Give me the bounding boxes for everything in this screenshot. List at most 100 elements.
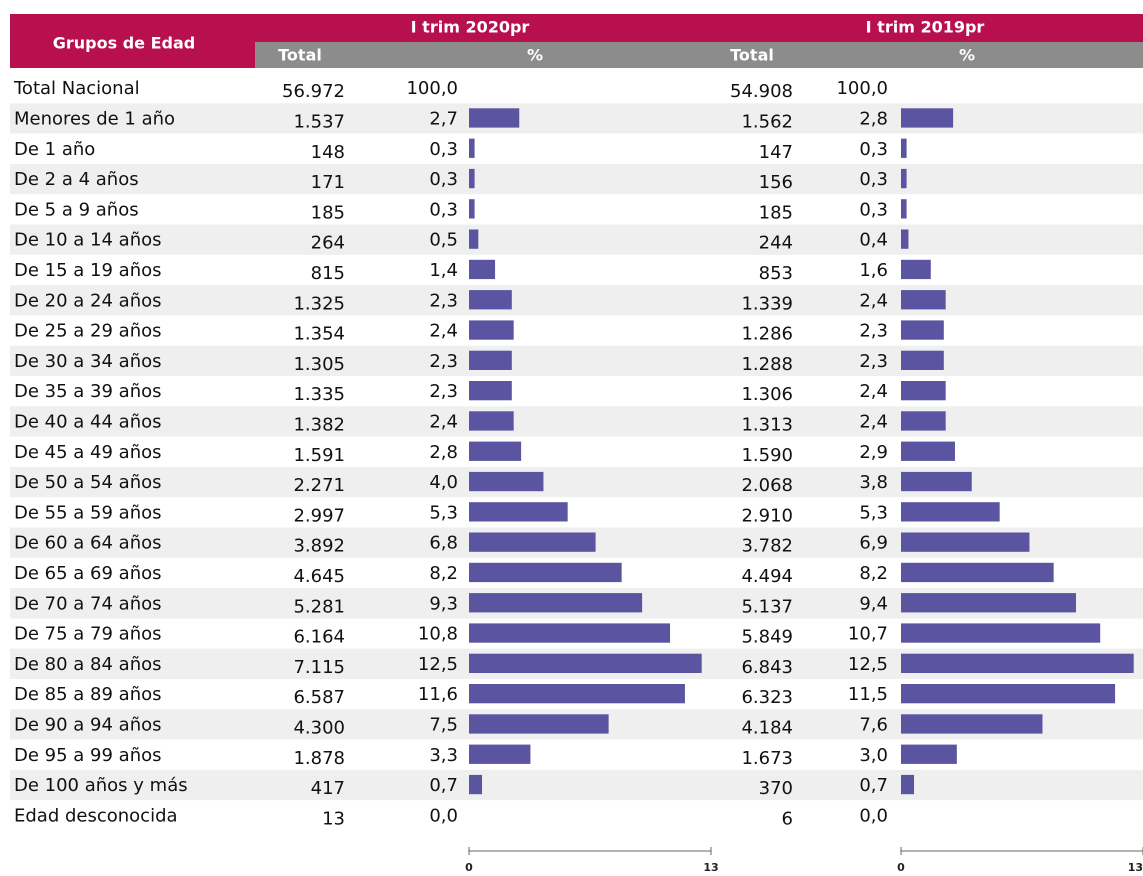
group-label: De 100 años y más	[14, 775, 188, 796]
total-cell: 6.323	[741, 687, 793, 708]
bar-axis-label: 13	[1128, 861, 1143, 874]
subheader-band	[255, 42, 1143, 68]
total-cell: 185	[759, 202, 793, 223]
bar	[901, 381, 946, 401]
group-label: De 55 a 59 años	[14, 502, 162, 523]
bar	[901, 532, 1030, 552]
bar	[901, 653, 1134, 673]
row-stripe	[10, 466, 1143, 498]
pct-cell: 3,0	[859, 745, 888, 766]
bar	[469, 199, 475, 219]
total-cell: 6.843	[741, 657, 793, 678]
group-label: De 30 a 34 años	[14, 351, 162, 372]
total-cell: 6.164	[293, 627, 345, 648]
group-label: Edad desconocida	[14, 805, 178, 826]
total-cell: 1.591	[293, 445, 345, 466]
pct-cell: 10,7	[848, 624, 888, 645]
group-label: De 80 a 84 años	[14, 654, 162, 675]
period-header: I trim 2020pr	[411, 18, 530, 37]
total-cell: 1.537	[293, 111, 345, 132]
row-stripe	[10, 769, 1143, 801]
group-label: De 1 año	[14, 139, 95, 160]
bar	[469, 653, 702, 673]
total-cell: 2.271	[293, 475, 345, 496]
bar	[469, 532, 596, 552]
total-cell: 54.908	[730, 81, 793, 102]
total-cell: 5.849	[741, 627, 793, 648]
group-label: De 20 a 24 años	[14, 290, 162, 311]
total-header: Total	[278, 46, 322, 65]
pct-cell: 3,3	[429, 745, 458, 766]
total-cell: 171	[311, 172, 345, 193]
group-label: De 10 a 14 años	[14, 230, 162, 251]
total-cell: 1.562	[741, 111, 793, 132]
row-stripe	[10, 345, 1143, 376]
pct-cell: 12,5	[848, 654, 888, 675]
pct-cell: 0,7	[429, 775, 458, 796]
pct-cell: 2,4	[429, 411, 458, 432]
group-label: De 65 a 69 años	[14, 563, 162, 584]
pct-cell: 100,0	[406, 78, 458, 99]
total-cell: 7.115	[293, 657, 345, 678]
pct-cell: 0,0	[429, 805, 458, 826]
pct-cell: 2,3	[429, 381, 458, 402]
pct-cell: 100,0	[836, 78, 888, 99]
pct-cell: 2,9	[859, 442, 888, 463]
bar	[901, 623, 1101, 643]
bar	[469, 411, 514, 431]
pct-cell: 6,8	[429, 533, 458, 554]
group-label: De 40 a 44 años	[14, 411, 162, 432]
group-label: De 70 a 74 años	[14, 593, 162, 614]
total-cell: 3.892	[293, 536, 345, 557]
bar-axis-label: 0	[897, 861, 905, 874]
total-cell: 4.645	[293, 566, 345, 587]
group-label: De 75 a 79 años	[14, 624, 162, 645]
bar	[901, 108, 954, 128]
total-cell: 1.305	[293, 354, 345, 375]
bar	[901, 350, 944, 370]
pct-cell: 9,3	[429, 593, 458, 614]
row-stripe	[10, 224, 1143, 255]
pct-cell: 0,4	[859, 230, 888, 251]
bar	[469, 290, 512, 310]
bar	[901, 259, 931, 280]
total-cell: 56.972	[282, 81, 345, 102]
row-stripe	[10, 163, 1143, 195]
pct-cell: 0,3	[859, 139, 888, 160]
pct-cell: 1,6	[859, 260, 888, 281]
pct-cell: 1,4	[429, 260, 458, 281]
bar	[901, 684, 1116, 704]
total-cell: 1.335	[293, 384, 345, 405]
group-label: De 35 a 39 años	[14, 381, 162, 402]
total-cell: 13	[322, 808, 345, 829]
pct-cell: 2,7	[429, 108, 458, 129]
bar	[469, 684, 685, 704]
pct-header: %	[527, 46, 543, 65]
total-cell: 156	[759, 172, 793, 193]
bar	[469, 350, 512, 370]
bar	[901, 290, 946, 310]
pct-cell: 10,8	[418, 624, 458, 645]
bar	[469, 259, 496, 280]
bar	[901, 714, 1043, 734]
bar	[469, 320, 514, 340]
pct-cell: 2,3	[859, 321, 888, 342]
bar	[469, 138, 475, 158]
bar	[901, 411, 946, 431]
total-cell: 1.673	[741, 748, 793, 769]
pct-cell: 2,3	[429, 290, 458, 311]
bar	[469, 168, 475, 189]
total-cell: 6.587	[293, 687, 345, 708]
pct-cell: 0,3	[859, 169, 888, 190]
pct-cell: 12,5	[418, 654, 458, 675]
total-cell: 2.997	[293, 505, 345, 526]
group-label: De 95 a 99 años	[14, 745, 162, 766]
bar	[901, 744, 957, 764]
period-header: I trim 2019pr	[866, 18, 985, 37]
bar	[901, 774, 915, 795]
bar	[469, 108, 520, 128]
total-cell: 1.590	[741, 445, 793, 466]
bar	[901, 199, 907, 219]
total-cell: 5.281	[293, 596, 345, 617]
